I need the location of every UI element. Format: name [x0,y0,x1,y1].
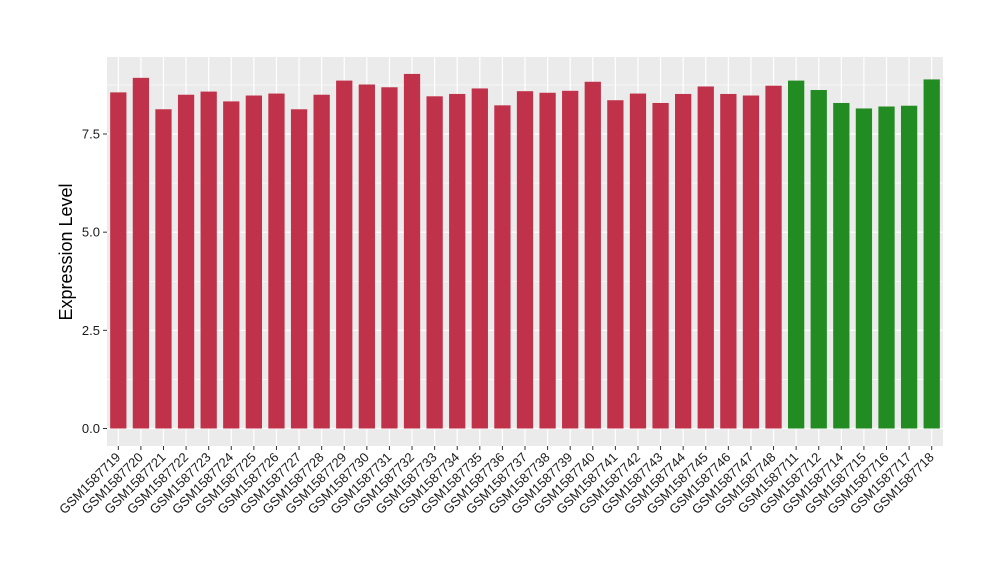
bar-GSM1587736 [494,105,511,429]
bar-GSM1587720 [132,77,150,429]
bar-GSM1587735 [471,88,488,429]
bar-GSM1587724 [223,101,240,429]
bar-GSM1587742 [629,93,647,429]
y-tick-label: 2.5 [82,323,100,338]
bar-GSM1587711 [788,80,805,429]
bar-GSM1587734 [449,93,466,429]
bar-GSM1587732 [403,73,421,429]
bar-GSM1587721 [155,109,172,429]
bar-GSM1587746 [720,93,737,429]
bar-GSM1587714 [833,102,850,429]
bar-GSM1587728 [313,94,330,429]
bar-GSM1587731 [381,87,398,429]
bar-GSM1587730 [358,84,375,429]
bar-GSM1587717 [900,105,918,429]
bar-GSM1587722 [177,94,195,429]
bar-GSM1587733 [426,96,443,429]
x-axis: GSM1587719GSM1587720GSM1587721GSM1587722… [56,446,937,517]
bars [110,73,940,429]
y-tick-label: 5.0 [82,225,100,240]
y-axis: 0.0 2.5 5.0 7.5 [82,127,107,436]
y-tick-label: 0.0 [82,421,100,436]
bar-GSM1587726 [268,93,285,429]
bar-GSM1587738 [539,92,556,429]
bar-GSM1587744 [675,93,692,429]
bar-GSM1587740 [584,81,601,429]
bar-GSM1587741 [607,100,624,429]
bar-GSM1587737 [516,91,534,429]
bar-GSM1587743 [652,102,669,429]
y-tick-label: 7.5 [82,127,100,142]
bar-GSM1587727 [290,109,308,429]
bar-GSM1587745 [697,86,714,429]
bar-GSM1587739 [562,90,579,429]
bar-GSM1587718 [923,79,940,429]
bar-GSM1587716 [878,106,895,429]
bar-GSM1587748 [765,85,782,429]
bar-GSM1587719 [110,92,127,429]
bar-GSM1587712 [810,90,827,429]
y-axis-title: Expression Level [56,183,76,320]
bar-GSM1587747 [742,95,760,429]
bar-GSM1587723 [200,91,217,429]
bar-GSM1587729 [336,80,353,429]
bar-GSM1587725 [245,95,262,429]
bar-GSM1587715 [855,108,873,429]
